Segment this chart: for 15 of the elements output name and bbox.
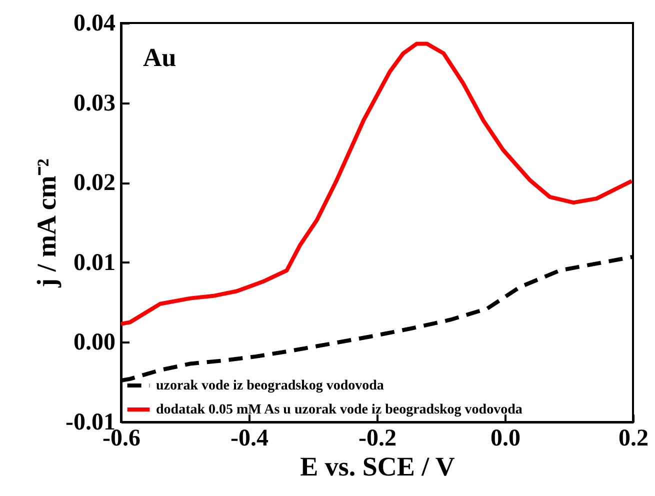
y-axis-title: j / mA cm⁻²	[32, 158, 62, 288]
legend-label: dodatak 0.05 mM As u uzorak vode iz beogradskog vodovoda	[156, 402, 522, 418]
x-axis-title: E vs. SCE / V	[300, 452, 456, 482]
y-tick-label: 0.00	[74, 330, 116, 356]
y-tick-label: 0.02	[74, 170, 116, 196]
x-tick-label: -0.4	[230, 426, 268, 452]
y-tick-label: 0.04	[74, 10, 116, 36]
x-tick-label: 0.0	[490, 426, 520, 452]
y-tick-label: 0.01	[74, 250, 116, 276]
x-tick-label: 0.2	[618, 426, 648, 452]
annotation: Au	[143, 43, 176, 72]
legend-label: uzorak vode iz beogradskog vodovoda	[156, 378, 384, 394]
x-tick-label: -0.2	[358, 426, 396, 452]
line-series	[119, 42, 634, 326]
y-tick-label: 0.03	[74, 90, 116, 116]
